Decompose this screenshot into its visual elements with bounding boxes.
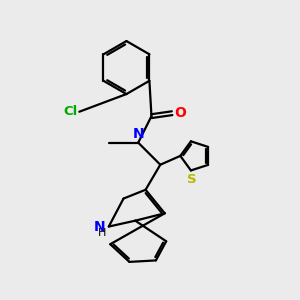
Text: N: N xyxy=(132,127,144,141)
Text: O: O xyxy=(174,106,186,120)
Text: N: N xyxy=(94,220,106,234)
Text: Cl: Cl xyxy=(64,105,78,118)
Text: S: S xyxy=(187,173,197,186)
Text: H: H xyxy=(98,228,106,238)
